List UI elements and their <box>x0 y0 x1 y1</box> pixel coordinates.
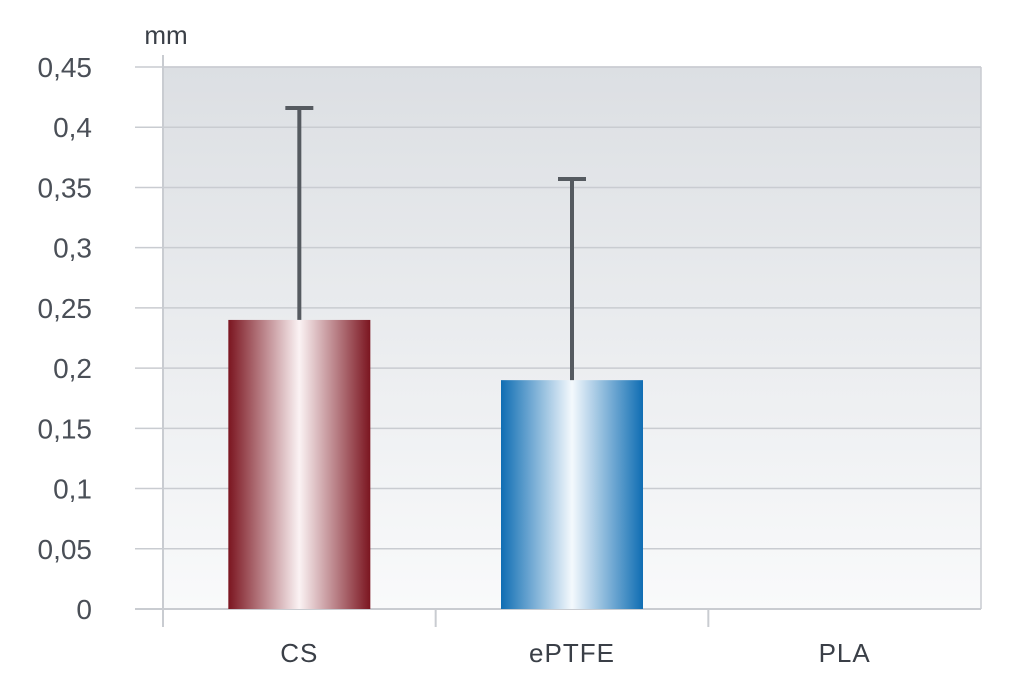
error-bars <box>285 105 586 381</box>
y-tick-label: 0,35 <box>38 172 93 203</box>
y-tick-label: 0,3 <box>53 233 92 264</box>
y-tick-label: 0,15 <box>38 413 93 444</box>
y-tick-label: 0,25 <box>38 293 93 324</box>
bars <box>228 319 643 609</box>
x-category-label: CS <box>280 638 318 668</box>
y-tick-label: 0,4 <box>53 112 92 143</box>
x-category-label: PLA <box>819 638 871 668</box>
y-tick-label: 0,1 <box>53 474 92 505</box>
y-tick-label: 0,2 <box>53 353 92 384</box>
y-tick-label: 0,45 <box>38 52 93 83</box>
y-axis-unit-label: mm <box>144 20 187 50</box>
y-tick-label: 0,05 <box>38 534 93 565</box>
y-tick-label: 0 <box>76 594 92 625</box>
x-category-label: ePTFE <box>529 638 615 668</box>
labels: 0 0,05 0,1 0,15 0,2 0,25 0,3 0,35 0,4 0,45 CS ePTFE… <box>38 52 871 668</box>
bar-eptfe <box>501 380 643 609</box>
bar-cs <box>228 319 371 609</box>
